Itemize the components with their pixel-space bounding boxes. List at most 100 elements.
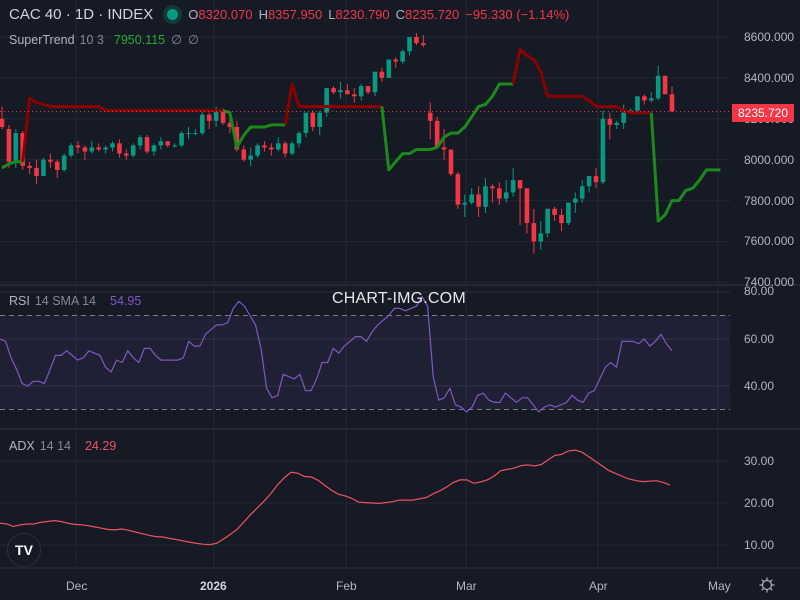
candle[interactable] xyxy=(48,153,53,168)
candle[interactable] xyxy=(572,192,578,213)
rsi-legend[interactable]: RSI 14 SMA 14 54.95 xyxy=(9,294,141,308)
candle[interactable] xyxy=(531,208,537,254)
candle[interactable] xyxy=(103,145,108,154)
candle[interactable] xyxy=(289,141,295,156)
candle[interactable] xyxy=(338,81,343,99)
candle[interactable] xyxy=(469,188,474,205)
candle[interactable] xyxy=(579,180,585,203)
candle[interactable] xyxy=(248,147,253,166)
candle[interactable] xyxy=(206,112,212,130)
rsi-pane[interactable] xyxy=(0,295,673,413)
candle[interactable] xyxy=(137,135,143,150)
candle[interactable] xyxy=(427,102,433,140)
candle[interactable] xyxy=(82,145,88,160)
candle[interactable] xyxy=(490,184,495,203)
tradingview-logo[interactable]: TV xyxy=(7,533,41,567)
candle[interactable] xyxy=(462,194,468,217)
candle[interactable] xyxy=(483,178,488,213)
candle[interactable] xyxy=(117,139,122,158)
settings-gear-icon[interactable] xyxy=(759,577,775,593)
candle[interactable] xyxy=(524,188,530,234)
candle[interactable] xyxy=(414,32,419,46)
candle[interactable] xyxy=(448,149,454,177)
candle[interactable] xyxy=(68,143,74,158)
candle[interactable] xyxy=(372,71,378,97)
candle[interactable] xyxy=(241,145,247,162)
candle[interactable] xyxy=(441,129,447,160)
candle[interactable] xyxy=(517,180,523,226)
candle[interactable] xyxy=(130,143,136,158)
adx-legend[interactable]: ADX 14 14 24.29 xyxy=(9,439,116,453)
candle[interactable] xyxy=(421,34,426,48)
candle[interactable] xyxy=(407,37,412,56)
candle[interactable] xyxy=(497,182,502,205)
candle[interactable] xyxy=(317,110,323,136)
candle[interactable] xyxy=(476,186,481,217)
candle[interactable] xyxy=(165,141,171,148)
candle[interactable] xyxy=(262,141,267,152)
candle[interactable] xyxy=(27,161,32,175)
candle[interactable] xyxy=(614,120,620,130)
candle[interactable] xyxy=(75,141,81,154)
price-pane[interactable] xyxy=(0,32,730,254)
candle[interactable] xyxy=(642,94,647,105)
candle[interactable] xyxy=(0,106,5,130)
candle[interactable] xyxy=(365,86,371,95)
candle[interactable] xyxy=(303,112,309,138)
symbol-title[interactable]: CAC 40 · 1D · INDEX xyxy=(9,6,154,23)
pane-separators[interactable] xyxy=(0,284,800,569)
candle[interactable] xyxy=(393,57,399,68)
candle[interactable] xyxy=(379,67,385,82)
candle[interactable] xyxy=(386,59,392,78)
candle[interactable] xyxy=(193,129,198,136)
candle[interactable] xyxy=(296,131,302,148)
candle[interactable] xyxy=(96,143,102,152)
candle[interactable] xyxy=(351,88,357,103)
candle[interactable] xyxy=(54,159,60,179)
candle[interactable] xyxy=(269,143,274,156)
candle[interactable] xyxy=(607,112,613,140)
candle[interactable] xyxy=(455,171,461,209)
candle[interactable] xyxy=(621,104,626,130)
candle[interactable] xyxy=(552,206,557,222)
adx-pane[interactable] xyxy=(0,449,671,546)
candle[interactable] xyxy=(400,49,405,64)
candle[interactable] xyxy=(275,137,281,152)
candle[interactable] xyxy=(172,143,177,148)
candle[interactable] xyxy=(586,176,592,193)
candle[interactable] xyxy=(669,86,675,113)
candle[interactable] xyxy=(282,141,288,158)
candle[interactable] xyxy=(124,149,129,160)
candle[interactable] xyxy=(503,180,509,203)
candle[interactable] xyxy=(510,167,516,197)
candle[interactable] xyxy=(144,135,150,154)
candle[interactable] xyxy=(545,208,550,238)
candle[interactable] xyxy=(358,84,364,101)
candle[interactable] xyxy=(6,124,12,168)
candle[interactable] xyxy=(158,137,164,150)
candle[interactable] xyxy=(151,143,157,156)
candle[interactable] xyxy=(345,84,350,95)
candle[interactable] xyxy=(593,167,599,189)
candle[interactable] xyxy=(186,126,191,140)
candle[interactable] xyxy=(89,141,95,154)
candle[interactable] xyxy=(648,92,654,103)
supertrend-legend[interactable]: SuperTrend 10 3 7950.115 ∅ ∅ xyxy=(9,32,199,48)
candle[interactable] xyxy=(566,202,571,226)
candle[interactable] xyxy=(255,143,260,158)
candle[interactable] xyxy=(179,131,184,148)
candle[interactable] xyxy=(662,75,668,95)
candle[interactable] xyxy=(200,110,205,136)
candle[interactable] xyxy=(41,157,46,177)
candle[interactable] xyxy=(61,153,67,172)
candle[interactable] xyxy=(331,86,336,95)
candle[interactable] xyxy=(655,65,661,101)
candle[interactable] xyxy=(110,141,115,152)
candle[interactable] xyxy=(600,110,606,185)
candle[interactable] xyxy=(559,208,564,232)
candle[interactable] xyxy=(310,110,316,132)
candle[interactable] xyxy=(34,159,39,185)
candle[interactable] xyxy=(538,221,544,250)
candle[interactable] xyxy=(324,88,329,117)
